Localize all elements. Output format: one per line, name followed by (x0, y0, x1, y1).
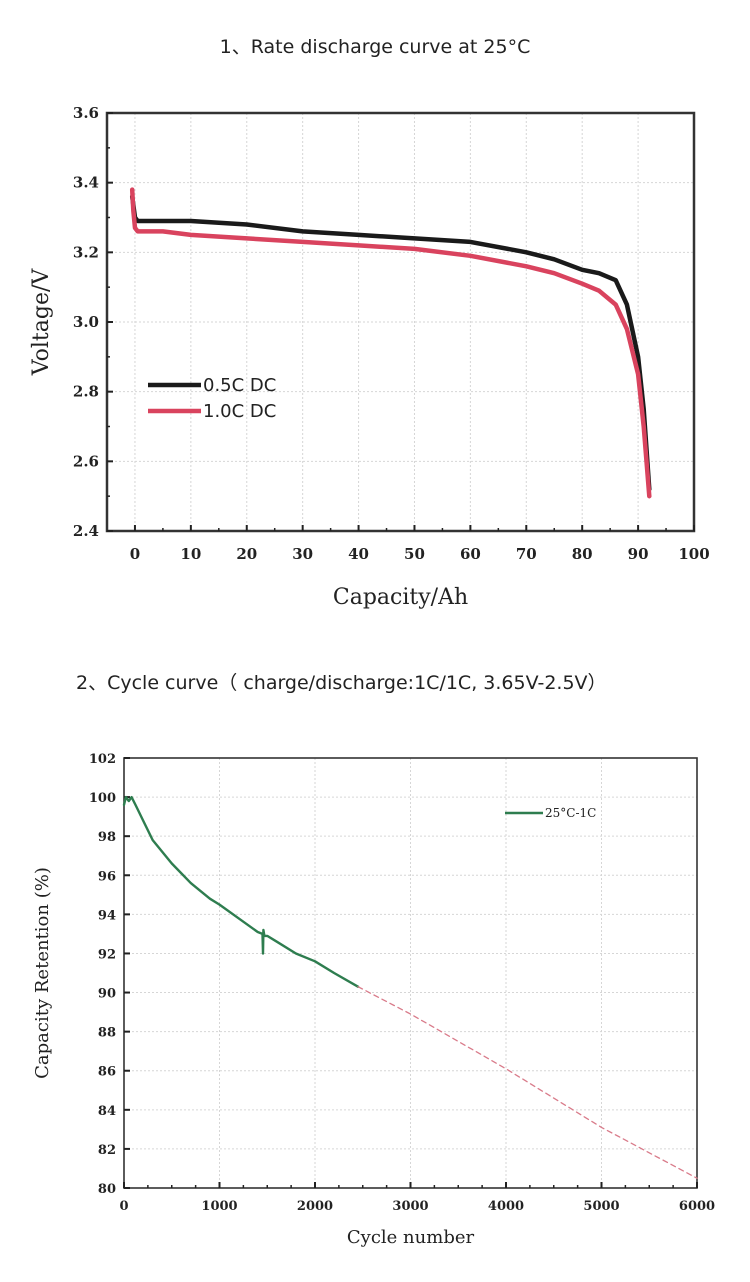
y-tick-label: 2.8 (73, 383, 99, 401)
y-tick-label: 3.4 (73, 174, 99, 192)
x-axis-label: Cycle number (347, 1227, 475, 1248)
x-tick-label: 6000 (679, 1199, 715, 1214)
series-line-0-5c-dc (129, 194, 652, 492)
y-tick-label: 90 (98, 987, 116, 1002)
y-tick-label: 2.4 (73, 522, 99, 540)
x-tick-label: 10 (180, 545, 201, 563)
y-tick-label: 82 (98, 1143, 116, 1158)
x-tick-label: 20 (236, 545, 257, 563)
x-tick-label: 30 (292, 545, 313, 563)
y-tick-label: 3.6 (73, 104, 99, 122)
x-tick-label: 70 (516, 545, 537, 563)
x-axis-label: Capacity/Ah (333, 585, 468, 610)
x-tick-label: 3000 (392, 1199, 428, 1214)
x-tick-label: 0 (119, 1199, 128, 1214)
y-tick-label: 100 (89, 791, 116, 806)
x-tick-label: 50 (404, 545, 425, 563)
x-tick-label: 60 (460, 545, 481, 563)
chart-2-title: 2、Cycle curve（ charge/discharge:1C/1C, 3… (76, 672, 607, 694)
y-axis-label: Voltage/V (29, 268, 54, 377)
x-tick-label: 1000 (201, 1199, 237, 1214)
y-tick-label: 92 (98, 947, 116, 962)
x-tick-label: 100 (678, 545, 709, 563)
legend-label: 0.5C DC (203, 375, 276, 396)
y-tick-label: 84 (98, 1104, 116, 1119)
y-tick-label: 96 (98, 869, 116, 884)
y-tick-label: 98 (98, 830, 116, 845)
y-tick-label: 80 (98, 1182, 116, 1197)
x-tick-label: 90 (628, 545, 649, 563)
projection-line (357, 986, 698, 1179)
series-line-1-0c-dc (129, 187, 652, 499)
legend-label: 1.0C DC (203, 401, 276, 422)
y-axis-label: Capacity Retention (%) (32, 867, 53, 1079)
y-tick-label: 2.6 (73, 452, 99, 470)
rate-discharge-chart: 0 10 20 30 40 50 60 70 80 90 100 2.4 2.6 2.8 3.0 3.2 3.4… (29, 104, 710, 610)
series-line-25-c-1c (122, 795, 360, 988)
y-tick-label: 86 (98, 1065, 116, 1080)
y-tick-label: 3.0 (73, 313, 99, 331)
x-tick-label: 0 (130, 545, 140, 563)
x-tick-label: 2000 (297, 1199, 333, 1214)
legend-label: 25°C-1C (545, 806, 596, 820)
cycle-curve-chart: 0 1000 2000 3000 4000 5000 6000 80 82 84 86 88 90 92 9… (32, 752, 715, 1248)
x-tick-label: 5000 (583, 1199, 619, 1214)
x-tick-label: 40 (348, 545, 369, 563)
y-tick-label: 94 (98, 908, 116, 923)
y-tick-label: 3.2 (73, 243, 99, 261)
y-tick-label: 88 (98, 1026, 116, 1041)
x-tick-label: 4000 (488, 1199, 524, 1214)
chart-1-title: 1、Rate discharge curve at 25°C (219, 36, 531, 58)
y-tick-label: 102 (89, 752, 116, 767)
x-tick-label: 80 (572, 545, 593, 563)
